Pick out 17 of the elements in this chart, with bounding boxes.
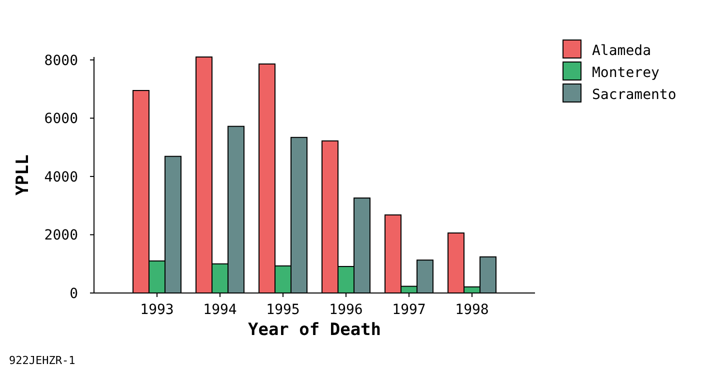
x-tick-label: 1993: [140, 302, 174, 318]
y-tick-label: 4000: [44, 169, 78, 186]
x-tick-label: 1995: [266, 302, 300, 318]
y-tick-label: 2000: [44, 228, 78, 244]
legend-label: Monterey: [592, 64, 660, 81]
y-tick-label: 8000: [44, 52, 78, 69]
y-tick-label: 6000: [44, 111, 78, 128]
x-axis-title: Year of Death: [248, 320, 382, 340]
x-tick-label: 1994: [203, 302, 237, 318]
legend-label: Sacramento: [592, 86, 676, 103]
text: 922JEHZR-1: [9, 354, 76, 367]
x-tick-label: 1996: [329, 302, 363, 318]
y-tick-label: 0: [70, 286, 78, 302]
x-tick-label: 1997: [392, 302, 426, 318]
x-tick-label: 1998: [455, 302, 489, 318]
y-axis-title: YPLL: [13, 154, 33, 196]
legend-label: Alameda: [592, 42, 652, 59]
